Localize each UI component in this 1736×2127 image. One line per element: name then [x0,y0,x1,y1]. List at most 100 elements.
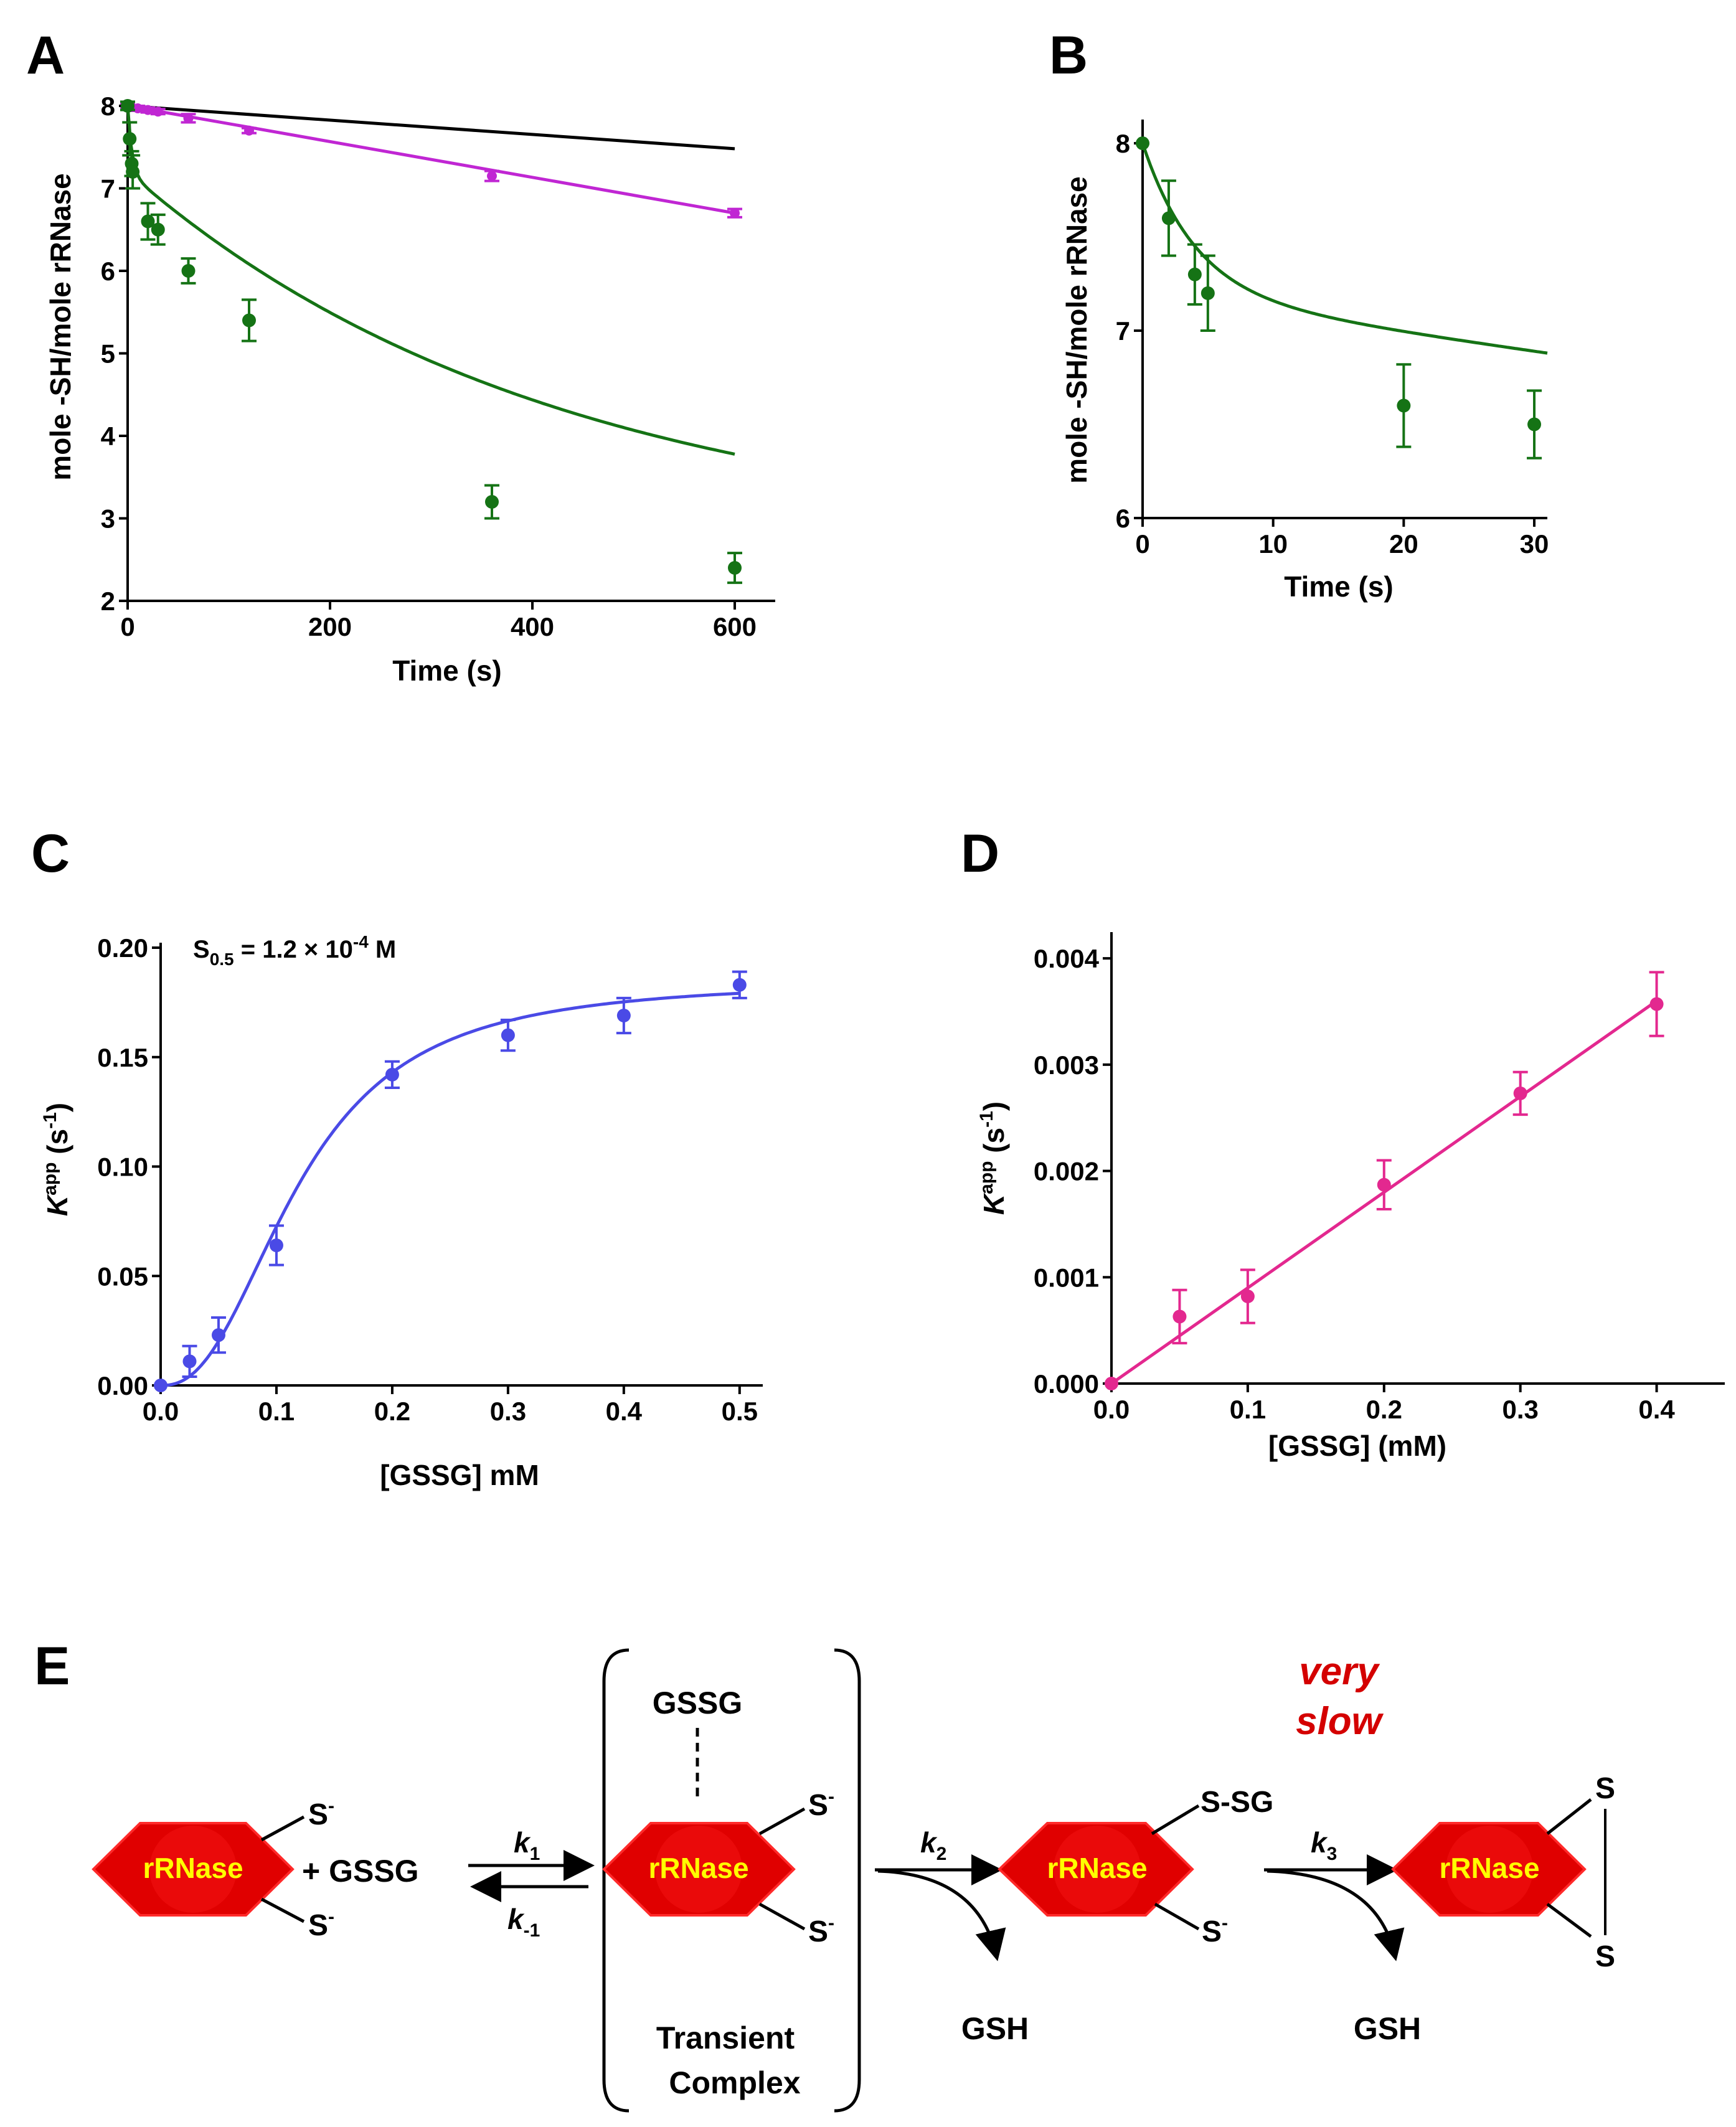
plot-d-x-tick-label: 0.2 [1366,1395,1402,1424]
panel-letter-e: E [34,1636,70,1696]
plot-c-x-tick-label: 0.4 [606,1397,643,1426]
plot-a-y-tick-label: 4 [101,422,116,451]
gsh-2: GSH [1354,2011,1421,2046]
plot-c-series-0-point [182,1354,197,1369]
plot-d-ylabel: Kapp (s-1) [976,1101,1010,1215]
plot-d-x-tick-label: 0.0 [1093,1395,1130,1424]
plot-a-series-2-point [126,165,140,179]
plot-b-ylabel: mole -SH/mole rRNase [1060,176,1093,483]
plot-d-y-tick-label: 0.002 [1034,1157,1099,1186]
transient-label-2: Complex [669,2065,800,2100]
plot-c-y-tick-label: 0.00 [97,1371,148,1400]
plot-c-series-0-point [501,1028,515,1042]
panel-letter-b: B [1049,26,1088,85]
plot-b-y-tick-label: 6 [1116,504,1130,533]
mixed-disulfide: S-SG [1201,1786,1273,1819]
plot-a-series-2-fit [126,105,735,456]
plot-c-y-tick-label: 0.15 [97,1043,148,1072]
plot-c-series-0-point [732,978,747,992]
plot-c-xlabel: [GSSG] mM [380,1459,539,1491]
slow-label: slow [1296,1700,1384,1743]
plot-a-y-tick-label: 2 [101,587,115,616]
panel-letter-a: A [26,26,65,85]
rate-k1: k1 [514,1826,540,1864]
plot-c-x-tick-label: 0.3 [490,1397,526,1426]
plot-a-series-2-point [242,313,256,328]
plot-c-x-tick-label: 0.1 [258,1397,295,1426]
enzyme-hexagon-3: rRNase [998,1822,1194,1917]
thiolate-2a: S- [808,1786,834,1822]
plot-b-series-0-point [1136,136,1149,151]
plot-a-series-1-point [730,208,740,219]
transient-label-1: Transient [656,2021,795,2055]
plot-a-x-tick-label: 200 [308,612,352,641]
rate-k-1: k-1 [507,1903,540,1941]
plot-a-y-tick-label: 3 [101,504,115,534]
thiolate-1b: S- [308,1907,334,1942]
enzyme-hexagon-2: rRNase [602,1822,796,1917]
disulfide-s-bottom: S [1595,1940,1615,1973]
plot-c-y-tick-label: 0.05 [97,1262,148,1291]
plot-c-y-tick-label: 0.10 [97,1153,148,1182]
plot-a-series-2-point [151,222,165,237]
panel-letter-c: C [31,824,70,884]
plot-d-series-0-point [1172,1309,1187,1324]
plot-a-series-0-line [127,104,735,151]
plot-c-ylabel: Kapp (s-1) [40,1103,73,1216]
plot-a-y-tick-label: 7 [101,174,115,204]
plot-a-x-tick-label: 0 [120,612,134,641]
plot-b-x-tick-label: 10 [1258,529,1288,559]
plot-a-series-1-point [487,171,497,181]
plot-d-xlabel: [GSSG] (mM) [1268,1430,1446,1462]
plot-b-y-tick-label: 7 [1116,316,1130,346]
plot-c-series-0-point [154,1379,167,1392]
plot-d-series-0-point [1240,1290,1255,1304]
plot-d-x-tick-label: 0.4 [1638,1395,1675,1424]
plot-a-xlabel: Time (s) [392,654,502,687]
plot-d-series-0-point [1105,1377,1118,1390]
enzyme-label-3: rRNase [1047,1852,1147,1884]
thiolate-1a: S- [308,1796,334,1831]
plot-a-x-tick-label: 400 [511,612,554,641]
plot-a-ylabel: mole -SH/mole rRNase [44,173,77,480]
plot-d-x-tick-label: 0.1 [1230,1395,1266,1424]
plot-a-series-1-point [183,113,194,123]
plot-b-series-0-point [1187,267,1202,281]
enzyme-label-1: rRNase [143,1852,243,1884]
reaction-scheme: rRNase S- S- + GSSG k1 k-1 GSSG rRNase S… [92,1648,1615,2113]
plot-b-xlabel: Time (s) [1284,570,1394,603]
plot-d-series-0-point [1377,1177,1391,1192]
plot-a-series-1-line [127,104,735,215]
plot-a-series-2-point [121,99,134,113]
plot-b-x-tick-label: 20 [1389,529,1418,559]
plot-b: 0 10 20 30 6 7 8 [1116,120,1549,559]
plot-c-series-0-point [269,1238,283,1253]
plot-b-x-tick-label: 0 [1135,529,1149,559]
plot-b-x-tick-label: 30 [1520,529,1549,559]
rate-k2: k2 [920,1826,946,1864]
enzyme-hexagon-4: rRNase [1391,1822,1587,1917]
plot-a: 0 200 400 600 2 3 4 5 6 7 8 [101,92,775,641]
plot-d-y-tick-label: 0.000 [1034,1369,1099,1398]
plot-d-y-tick-label: 0.001 [1034,1263,1099,1292]
plot-c-series-0-point [211,1328,225,1342]
plot-a-series-2-point [123,132,137,146]
plot-c-series-0-fit [160,991,740,1387]
gsh-1: GSH [961,2011,1029,2046]
disulfide-s-top: S [1595,1772,1615,1805]
plot-a-series-2-point [485,495,499,509]
plot-c-series-0-point [385,1067,399,1082]
plot-c-x-tick-label: 0.0 [143,1397,179,1426]
plot-c: 0.0 0.1 0.2 0.3 0.4 0.5 0.00 0.05 0.10 0.15 0.20 [97,933,763,1426]
plot-b-series-0-point [1397,399,1411,413]
plot-d-y-tick-label: 0.004 [1034,944,1100,973]
plot-c-series-0-point [616,1008,631,1022]
plot-b-series-0-point [1161,211,1176,225]
plot-d-y-tick-label: 0.003 [1034,1050,1099,1080]
plot-a-y-tick-label: 6 [101,257,115,286]
plot-a-y-tick-label: 8 [101,92,115,121]
rate-k3: k3 [1311,1826,1337,1864]
plus-gssg: + GSSG [302,1854,419,1889]
thiolate-2b: S- [808,1913,834,1948]
